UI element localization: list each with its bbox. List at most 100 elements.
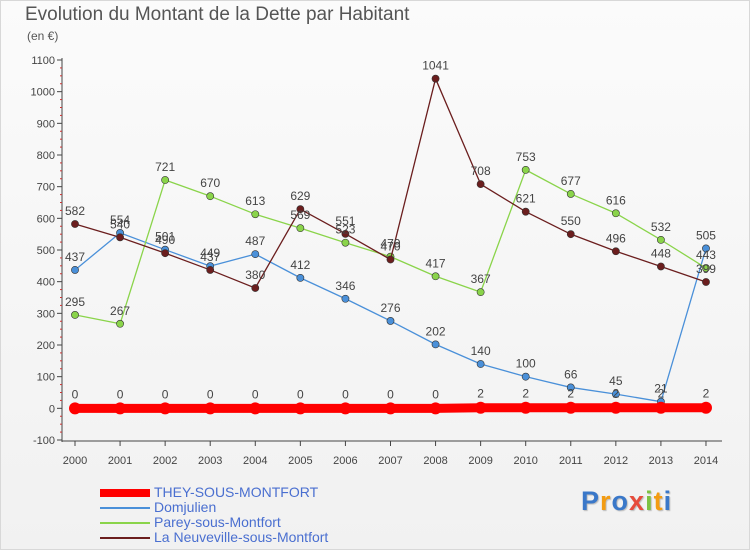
data-point-they-sous-montfort bbox=[159, 402, 172, 415]
data-point-they-sous-montfort bbox=[294, 402, 307, 415]
data-label-domjulien: 100 bbox=[516, 357, 536, 371]
data-label-domjulien: 45 bbox=[609, 374, 623, 388]
data-label-parey-sous-montfort: 523 bbox=[335, 223, 355, 237]
data-label-parey-sous-montfort: 569 bbox=[290, 208, 310, 222]
data-point-parey-sous-montfort bbox=[521, 165, 530, 174]
y-tick-label: 600 bbox=[37, 213, 55, 225]
data-point-la-neuveville-sous-montfort bbox=[71, 220, 79, 228]
x-tick-label: 2010 bbox=[513, 455, 537, 467]
data-label-la-neuveville-sous-montfort: 496 bbox=[606, 231, 626, 245]
data-point-domjulien bbox=[431, 340, 440, 349]
x-tick-label: 2001 bbox=[108, 455, 132, 467]
legend-swatch bbox=[100, 489, 150, 497]
data-label-they-sous-montfort: 2 bbox=[567, 387, 574, 401]
data-point-parey-sous-montfort bbox=[657, 235, 665, 244]
data-point-la-neuveville-sous-montfort bbox=[476, 180, 485, 189]
data-label-domjulien: 21 bbox=[654, 382, 668, 396]
data-point-parey-sous-montfort bbox=[161, 176, 170, 184]
data-label-they-sous-montfort: 0 bbox=[207, 387, 214, 401]
data-point-domjulien bbox=[566, 383, 575, 392]
data-label-they-sous-montfort: 0 bbox=[432, 387, 439, 401]
data-label-domjulien: 202 bbox=[426, 324, 446, 338]
data-label-they-sous-montfort: 0 bbox=[342, 387, 349, 401]
data-label-they-sous-montfort: 2 bbox=[703, 387, 710, 401]
data-label-they-sous-montfort: 0 bbox=[252, 387, 259, 401]
x-tick-label: 2009 bbox=[468, 455, 492, 467]
data-label-parey-sous-montfort: 367 bbox=[471, 272, 491, 286]
data-label-parey-sous-montfort: 677 bbox=[561, 174, 581, 188]
data-point-la-neuveville-sous-montfort bbox=[386, 255, 395, 264]
data-point-domjulien bbox=[341, 294, 350, 303]
data-point-la-neuveville-sous-montfort bbox=[702, 278, 710, 286]
data-point-parey-sous-montfort bbox=[611, 209, 620, 218]
legend-swatch bbox=[100, 537, 150, 539]
data-label-they-sous-montfort: 0 bbox=[162, 387, 169, 401]
data-point-parey-sous-montfort bbox=[71, 311, 79, 319]
y-tick-label: 1000 bbox=[31, 87, 55, 99]
data-point-they-sous-montfort bbox=[204, 402, 217, 415]
data-point-they-sous-montfort bbox=[564, 401, 577, 414]
legend-label: Parey-sous-Montfort bbox=[154, 514, 281, 530]
data-point-domjulien bbox=[521, 372, 530, 381]
y-tick-label: 900 bbox=[37, 118, 55, 130]
data-point-they-sous-montfort bbox=[699, 401, 712, 414]
data-point-they-sous-montfort bbox=[114, 402, 127, 415]
legend-label: THEY-SOUS-MONTFORT bbox=[154, 484, 319, 500]
proxiti-logo: Proxiti bbox=[581, 486, 672, 517]
data-point-la-neuveville-sous-montfort bbox=[611, 247, 620, 256]
data-label-domjulien: 346 bbox=[335, 279, 355, 293]
data-label-la-neuveville-sous-montfort: 1041 bbox=[422, 59, 449, 73]
data-label-la-neuveville-sous-montfort: 629 bbox=[290, 189, 310, 203]
chart-unit-label: (en €) bbox=[27, 29, 59, 43]
data-label-parey-sous-montfort: 721 bbox=[155, 160, 175, 174]
data-label-they-sous-montfort: 2 bbox=[522, 387, 529, 401]
data-label-la-neuveville-sous-montfort: 399 bbox=[696, 262, 716, 276]
logo-letter: i bbox=[663, 486, 673, 516]
data-point-parey-sous-montfort bbox=[431, 272, 440, 281]
logo-letter: P bbox=[581, 486, 601, 516]
data-label-la-neuveville-sous-montfort: 550 bbox=[561, 214, 581, 228]
y-tick-label: 700 bbox=[37, 182, 55, 194]
data-label-they-sous-montfort: 0 bbox=[72, 387, 79, 401]
data-point-la-neuveville-sous-montfort bbox=[251, 284, 260, 292]
y-tick-label: 0 bbox=[49, 403, 55, 415]
data-label-la-neuveville-sous-montfort: 437 bbox=[200, 250, 220, 264]
x-tick-label: 2013 bbox=[649, 455, 673, 467]
x-tick-label: 2014 bbox=[694, 455, 718, 467]
legend-label: Domjulien bbox=[154, 499, 217, 515]
data-label-they-sous-montfort: 0 bbox=[387, 387, 394, 401]
logo-letter: t bbox=[653, 486, 664, 516]
y-tick-label: 400 bbox=[37, 277, 55, 289]
data-point-parey-sous-montfort bbox=[206, 192, 215, 201]
data-point-parey-sous-montfort bbox=[296, 224, 305, 233]
data-point-parey-sous-montfort bbox=[702, 264, 710, 272]
data-point-domjulien bbox=[476, 360, 485, 368]
data-label-they-sous-montfort: 0 bbox=[297, 387, 304, 401]
data-label-domjulien: 66 bbox=[564, 367, 578, 381]
data-label-parey-sous-montfort: 417 bbox=[426, 256, 446, 270]
data-label-la-neuveville-sous-montfort: 380 bbox=[245, 268, 265, 282]
x-tick-label: 2002 bbox=[153, 455, 177, 467]
data-label-parey-sous-montfort: 670 bbox=[200, 176, 220, 190]
data-label-la-neuveville-sous-montfort: 621 bbox=[516, 192, 536, 206]
data-point-they-sous-montfort bbox=[474, 401, 487, 414]
data-label-they-sous-montfort: 2 bbox=[612, 387, 619, 401]
y-tick-label: 200 bbox=[37, 340, 55, 352]
data-label-parey-sous-montfort: 267 bbox=[110, 304, 130, 318]
data-label-domjulien: 505 bbox=[696, 228, 716, 242]
data-label-domjulien: 487 bbox=[245, 234, 265, 248]
data-label-la-neuveville-sous-montfort: 490 bbox=[155, 233, 175, 247]
data-label-domjulien: 437 bbox=[65, 250, 85, 264]
data-label-domjulien: 140 bbox=[471, 344, 491, 358]
data-point-parey-sous-montfort bbox=[476, 288, 485, 297]
y-tick-label: 500 bbox=[37, 245, 55, 257]
data-point-domjulien bbox=[71, 266, 79, 274]
legend-swatch bbox=[100, 522, 150, 524]
data-point-they-sous-montfort bbox=[519, 401, 532, 414]
data-point-they-sous-montfort bbox=[429, 402, 442, 415]
y-tick-label: 100 bbox=[37, 372, 55, 384]
y-tick-label: 1100 bbox=[31, 55, 55, 67]
x-tick-label: 2003 bbox=[198, 455, 222, 467]
y-tick-label: -100 bbox=[33, 435, 55, 447]
